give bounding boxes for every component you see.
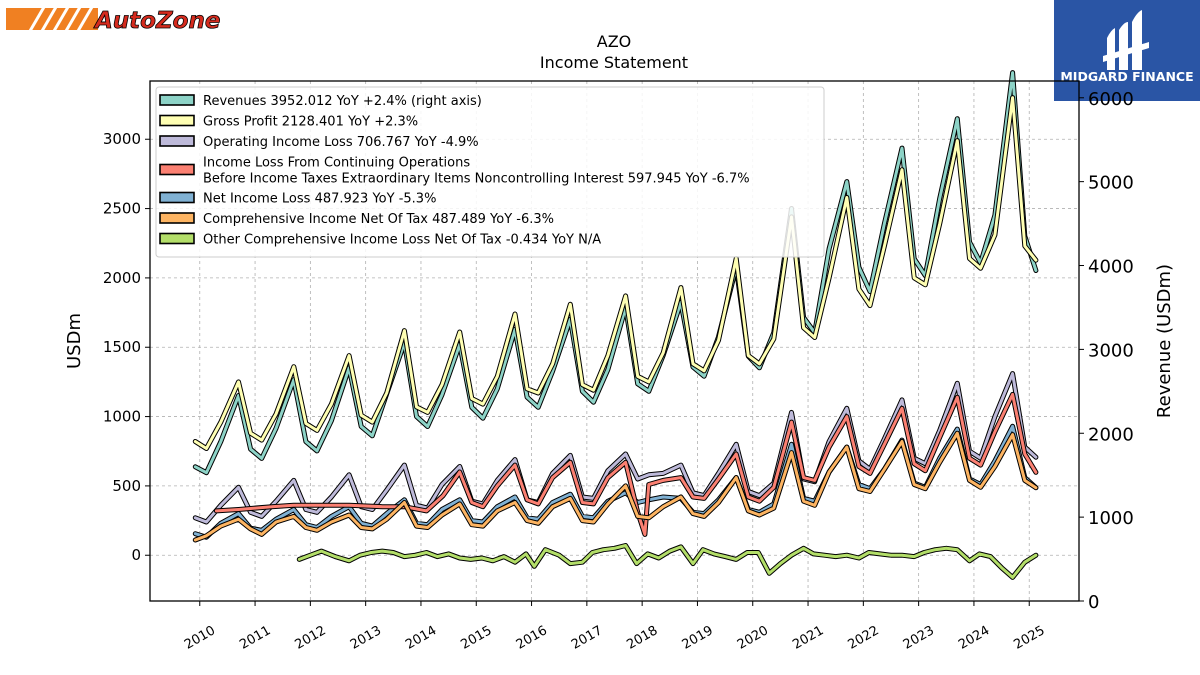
y-tick-label: 2500 [103, 200, 141, 218]
chart-title: AZO [597, 32, 632, 51]
series-other-comprehensive-income-loss-net-of-tax [296, 543, 1039, 580]
y-tick-label: 1000 [103, 408, 141, 426]
x-tick-label: 2023 [901, 623, 937, 653]
x-tick-label: 2025 [1011, 623, 1047, 653]
y2-tick-label: 3000 [1088, 340, 1134, 361]
y-tick-label: 500 [112, 477, 141, 495]
series-line [193, 71, 1038, 475]
x-tick-label: 2021 [790, 623, 826, 653]
right-axis: 0 1000 2000 3000 4000 5000 6000 [1079, 89, 1134, 613]
series-revenues [192, 70, 1039, 476]
legend-swatch [159, 135, 195, 147]
left-axis: 0 500 1000 1500 2000 2500 3000 [103, 130, 150, 564]
legend-swatch [159, 163, 195, 176]
y-axis-label: USDm [64, 313, 85, 369]
series-comprehensive-income-net-of-tax [192, 430, 1039, 543]
y2-tick-label: 2000 [1088, 424, 1134, 445]
y2-tick-label: 5000 [1088, 173, 1134, 194]
series-line [193, 96, 1038, 450]
series-operating-income-loss [192, 371, 1039, 525]
x-tick-label: 2013 [348, 623, 384, 653]
legend: Revenues 3952.012 YoY +2.4% (right axis)… [155, 86, 825, 258]
x-tick-label: 2012 [293, 623, 329, 653]
y2-axis-label: Revenue (USDm) [1154, 264, 1175, 418]
x-tick-label: 2016 [514, 623, 550, 653]
y-tick-label: 0 [131, 546, 141, 564]
x-tick-label: 2022 [846, 623, 882, 653]
plot-frame [149, 80, 1080, 602]
x-tick-label: 2010 [182, 623, 218, 653]
y-tick-label: 3000 [103, 130, 141, 148]
legend-entry: Revenues 3952.012 YoY +2.4% (right axis) [203, 94, 482, 109]
series-gross-profit [192, 95, 1039, 451]
x-tick-label: 2014 [403, 623, 439, 653]
y-tick-label: 2000 [103, 269, 141, 287]
autozone-logo-text: AutoZone [93, 8, 220, 34]
y-tick-label: 1500 [103, 338, 141, 356]
series-outline [296, 543, 1039, 580]
x-tick-label: 2024 [956, 623, 992, 653]
legend-entry: Income Loss From Continuing Operations [203, 156, 470, 171]
series-line [214, 392, 1038, 536]
x-tick-label: 2011 [237, 623, 273, 653]
midgard-finance-logo: MIDGARD FINANCE [1054, 0, 1200, 101]
y2-tick-label: 1000 [1088, 508, 1134, 529]
legend-entry: Other Comprehensive Income Loss Net Of T… [203, 233, 601, 248]
legend-swatch [159, 232, 195, 245]
legend-swatch [159, 212, 195, 224]
series-income-loss-from-continuing-operations [213, 391, 1039, 537]
x-tick-label: 2015 [458, 623, 494, 653]
series-line [193, 372, 1038, 524]
legend-entry: Gross Profit 2128.401 YoY +2.3% [203, 115, 418, 130]
legend-swatch [159, 114, 195, 127]
autozone-logo: AutoZone [6, 6, 221, 34]
series-layer [192, 70, 1039, 580]
x-axis: 2010 2011 2012 2013 2014 2015 2016 2017 2018 2019… [182, 601, 1048, 653]
x-tick-label: 2018 [624, 623, 660, 653]
series-line [297, 544, 1038, 579]
legend-entry-line2: Before Income Taxes Extraordinary Items … [203, 172, 750, 187]
midgard-finance-logo-text: MIDGARD FINANCE [1060, 69, 1193, 84]
y2-tick-label: 4000 [1088, 257, 1134, 278]
x-tick-label: 2019 [680, 623, 716, 653]
legend-box [155, 86, 825, 258]
y2-tick-label: 6000 [1088, 89, 1134, 110]
chart-subtitle: Income Statement [540, 53, 688, 72]
legend-entry: Net Income Loss 487.923 YoY -5.3% [203, 192, 436, 207]
legend-swatch [159, 191, 195, 204]
series-line [193, 431, 1038, 542]
legend-entry: Operating Income Loss 706.767 YoY -4.9% [203, 135, 479, 150]
x-tick-label: 2020 [735, 623, 771, 653]
legend-entry: Comprehensive Income Net Of Tax 487.489 … [203, 212, 554, 227]
y2-tick-label: 0 [1088, 592, 1099, 613]
x-tick-label: 2017 [569, 623, 605, 653]
legend-swatch [159, 94, 195, 106]
